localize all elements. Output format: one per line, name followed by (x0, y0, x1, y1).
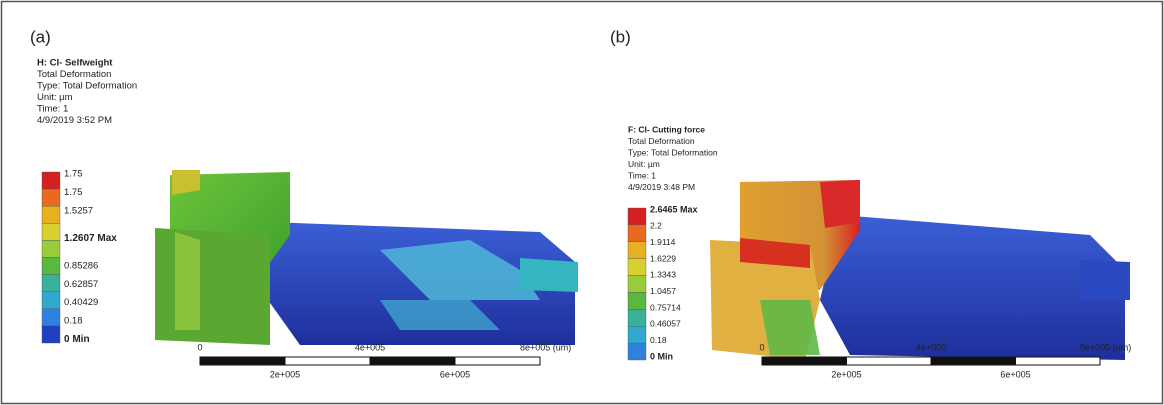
panel-label: (a) (30, 27, 51, 46)
legend-swatch (42, 223, 60, 240)
legend-label: 0.85286 (64, 260, 98, 271)
legend-swatch (628, 259, 646, 276)
legend-label: 1.0457 (650, 286, 676, 296)
scale-bar-segment (931, 357, 1016, 365)
result-title: F: CI- Cutting force (628, 124, 705, 134)
legend-label: 2.2 (650, 221, 662, 231)
legend-swatch (42, 326, 60, 343)
legend-swatch (42, 258, 60, 275)
result-info: Total Deformation (37, 69, 111, 80)
scale-bar-segment (455, 357, 540, 365)
scale-bar-segment (762, 357, 847, 365)
legend-label: 1.2607 Max (64, 233, 117, 244)
legend-label: 1.9114 (650, 237, 676, 247)
result-title: H: CI- Selfweight (37, 58, 113, 69)
scale-label: 2e+005 (270, 369, 300, 379)
legend-swatch (42, 189, 60, 206)
result-info: Type: Total Deformation (628, 147, 718, 157)
legend-label: 0 Min (650, 351, 673, 361)
legend-swatch (628, 208, 646, 225)
scale-label: 8e+005 (um) (520, 342, 571, 352)
legend-swatch (628, 326, 646, 343)
result-info: Unit: µm (628, 159, 660, 169)
legend-label: 0 Min (64, 334, 90, 345)
scale-label: 0 (197, 342, 202, 352)
panel-label: (b) (610, 27, 631, 46)
legend-swatch (628, 292, 646, 309)
result-info: 4/9/2019 3:48 PM (628, 182, 695, 192)
legend-swatch (42, 309, 60, 326)
legend-label: 0.40429 (64, 297, 98, 308)
scale-bar-segment (285, 357, 370, 365)
legend-swatch (42, 172, 60, 189)
scale-label: 0 (759, 342, 764, 352)
legend-swatch (628, 343, 646, 360)
scale-bar-segment (847, 357, 932, 365)
scale-label: 6e+005 (440, 369, 470, 379)
legend-label: 0.75714 (650, 302, 681, 312)
result-info: Time: 1 (628, 170, 656, 180)
result-info: Type: Total Deformation (37, 81, 137, 92)
result-info: Total Deformation (628, 136, 695, 146)
result-info: 4/9/2019 3:52 PM (37, 115, 112, 126)
legend-label: 0.18 (650, 335, 667, 345)
result-info: Unit: µm (37, 92, 73, 103)
scale-label: 2e+005 (831, 369, 861, 379)
legend-swatch (42, 240, 60, 257)
legend-swatch (42, 292, 60, 309)
scale-label: 4e+005 (916, 342, 946, 352)
legend-swatch (42, 206, 60, 223)
legend-label: 0.46057 (650, 319, 681, 329)
legend-label: 0.62857 (64, 279, 98, 290)
scale-label: 4e+005 (355, 342, 385, 352)
legend-swatch (628, 225, 646, 242)
legend-label: 1.75 (64, 187, 83, 198)
scale-bar-segment (370, 357, 455, 365)
figure: (a)H: CI- SelfweightTotal DeformationTyp… (0, 0, 1164, 405)
legend-label: 1.75 (64, 169, 83, 180)
legend-label: 0.18 (64, 316, 83, 327)
legend-label: 1.5257 (64, 205, 93, 216)
result-info: Time: 1 (37, 104, 68, 115)
scale-bar-segment (1016, 357, 1101, 365)
scale-label: 8e+005 (um) (1080, 342, 1131, 352)
scale-bar-segment (200, 357, 285, 365)
legend-swatch (628, 242, 646, 259)
legend-swatch (628, 309, 646, 326)
legend-label: 2.6465 Max (650, 204, 698, 214)
legend-label: 1.6229 (650, 253, 676, 263)
legend-label: 1.3343 (650, 270, 676, 280)
legend-swatch (628, 276, 646, 293)
scale-label: 6e+005 (1000, 369, 1030, 379)
legend-swatch (42, 275, 60, 292)
